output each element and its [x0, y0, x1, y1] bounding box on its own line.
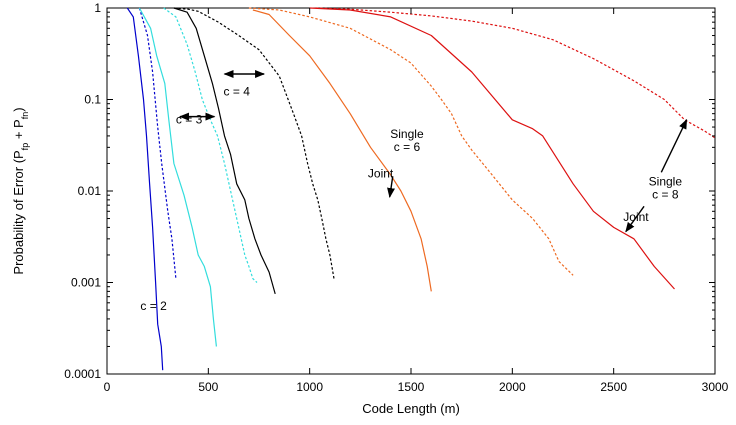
- y-tick-label: 0.1: [84, 93, 101, 107]
- x-tick-label: 0: [104, 380, 111, 394]
- y-tick-label: 0.001: [71, 276, 101, 290]
- y-tick-label: 1: [94, 1, 101, 15]
- plot-frame: [106, 7, 716, 375]
- y-axis-label-part: Probability of Error (P: [11, 150, 26, 274]
- series-line-2: [138, 7, 177, 279]
- annotation-label-7: Joint: [623, 210, 649, 224]
- annotation-label-1: c = 2: [140, 299, 167, 313]
- series-line-9: [309, 7, 675, 290]
- series-line-3: [138, 7, 217, 347]
- series-layer: [126, 7, 716, 371]
- series-line-10: [315, 7, 716, 139]
- y-tick-label: 0.01: [78, 184, 102, 198]
- annotation-label-6: c = 8: [652, 187, 679, 201]
- y-axis-label: Probability of Error (Pfp + Pfn): [11, 107, 30, 274]
- x-tick-label: 2000: [499, 380, 526, 394]
- annotation-label-4: Single: [390, 127, 424, 141]
- annotation-label-2: c = 3: [176, 112, 203, 126]
- annotation-label-5: Joint: [368, 167, 394, 181]
- y-tick-label: 0.0001: [64, 367, 101, 381]
- annotation-label-4: c = 6: [394, 140, 421, 154]
- plot-area-border: [106, 7, 716, 375]
- series-line-4: [163, 7, 258, 283]
- annotation-label-6: Single: [649, 174, 683, 188]
- series-line-6: [173, 7, 335, 279]
- arrow-layer: [178, 69, 688, 233]
- x-tick-label: 2500: [600, 380, 627, 394]
- series-line-7: [252, 9, 432, 292]
- annotation-label-3: c = 4: [224, 85, 251, 99]
- x-tick-label: 500: [198, 380, 218, 394]
- y-axis-label-sub-fp: fp: [20, 143, 30, 151]
- annotation-arrow-5: [660, 118, 688, 173]
- x-tick-label: 1000: [296, 380, 323, 394]
- annotation-arrow-4: [625, 205, 645, 233]
- y-axis-label-part: ): [11, 107, 26, 111]
- x-tick-label: 1500: [398, 380, 425, 394]
- series-line-5: [173, 7, 276, 295]
- y-axis-label-part: + P: [11, 119, 26, 143]
- series-line-1: [126, 7, 164, 371]
- ticks-layer: 0 500 1000 1500 2000 2500 3000 0.0001 0.001 0.01 0…: [64, 1, 728, 394]
- y-axis-label-sub-fn: fn: [20, 112, 30, 120]
- series-line-8: [248, 7, 574, 276]
- x-axis-label: Code Length (m): [362, 401, 460, 416]
- x-tick-label: 3000: [702, 380, 729, 394]
- annotation-arrow-3: [387, 176, 395, 198]
